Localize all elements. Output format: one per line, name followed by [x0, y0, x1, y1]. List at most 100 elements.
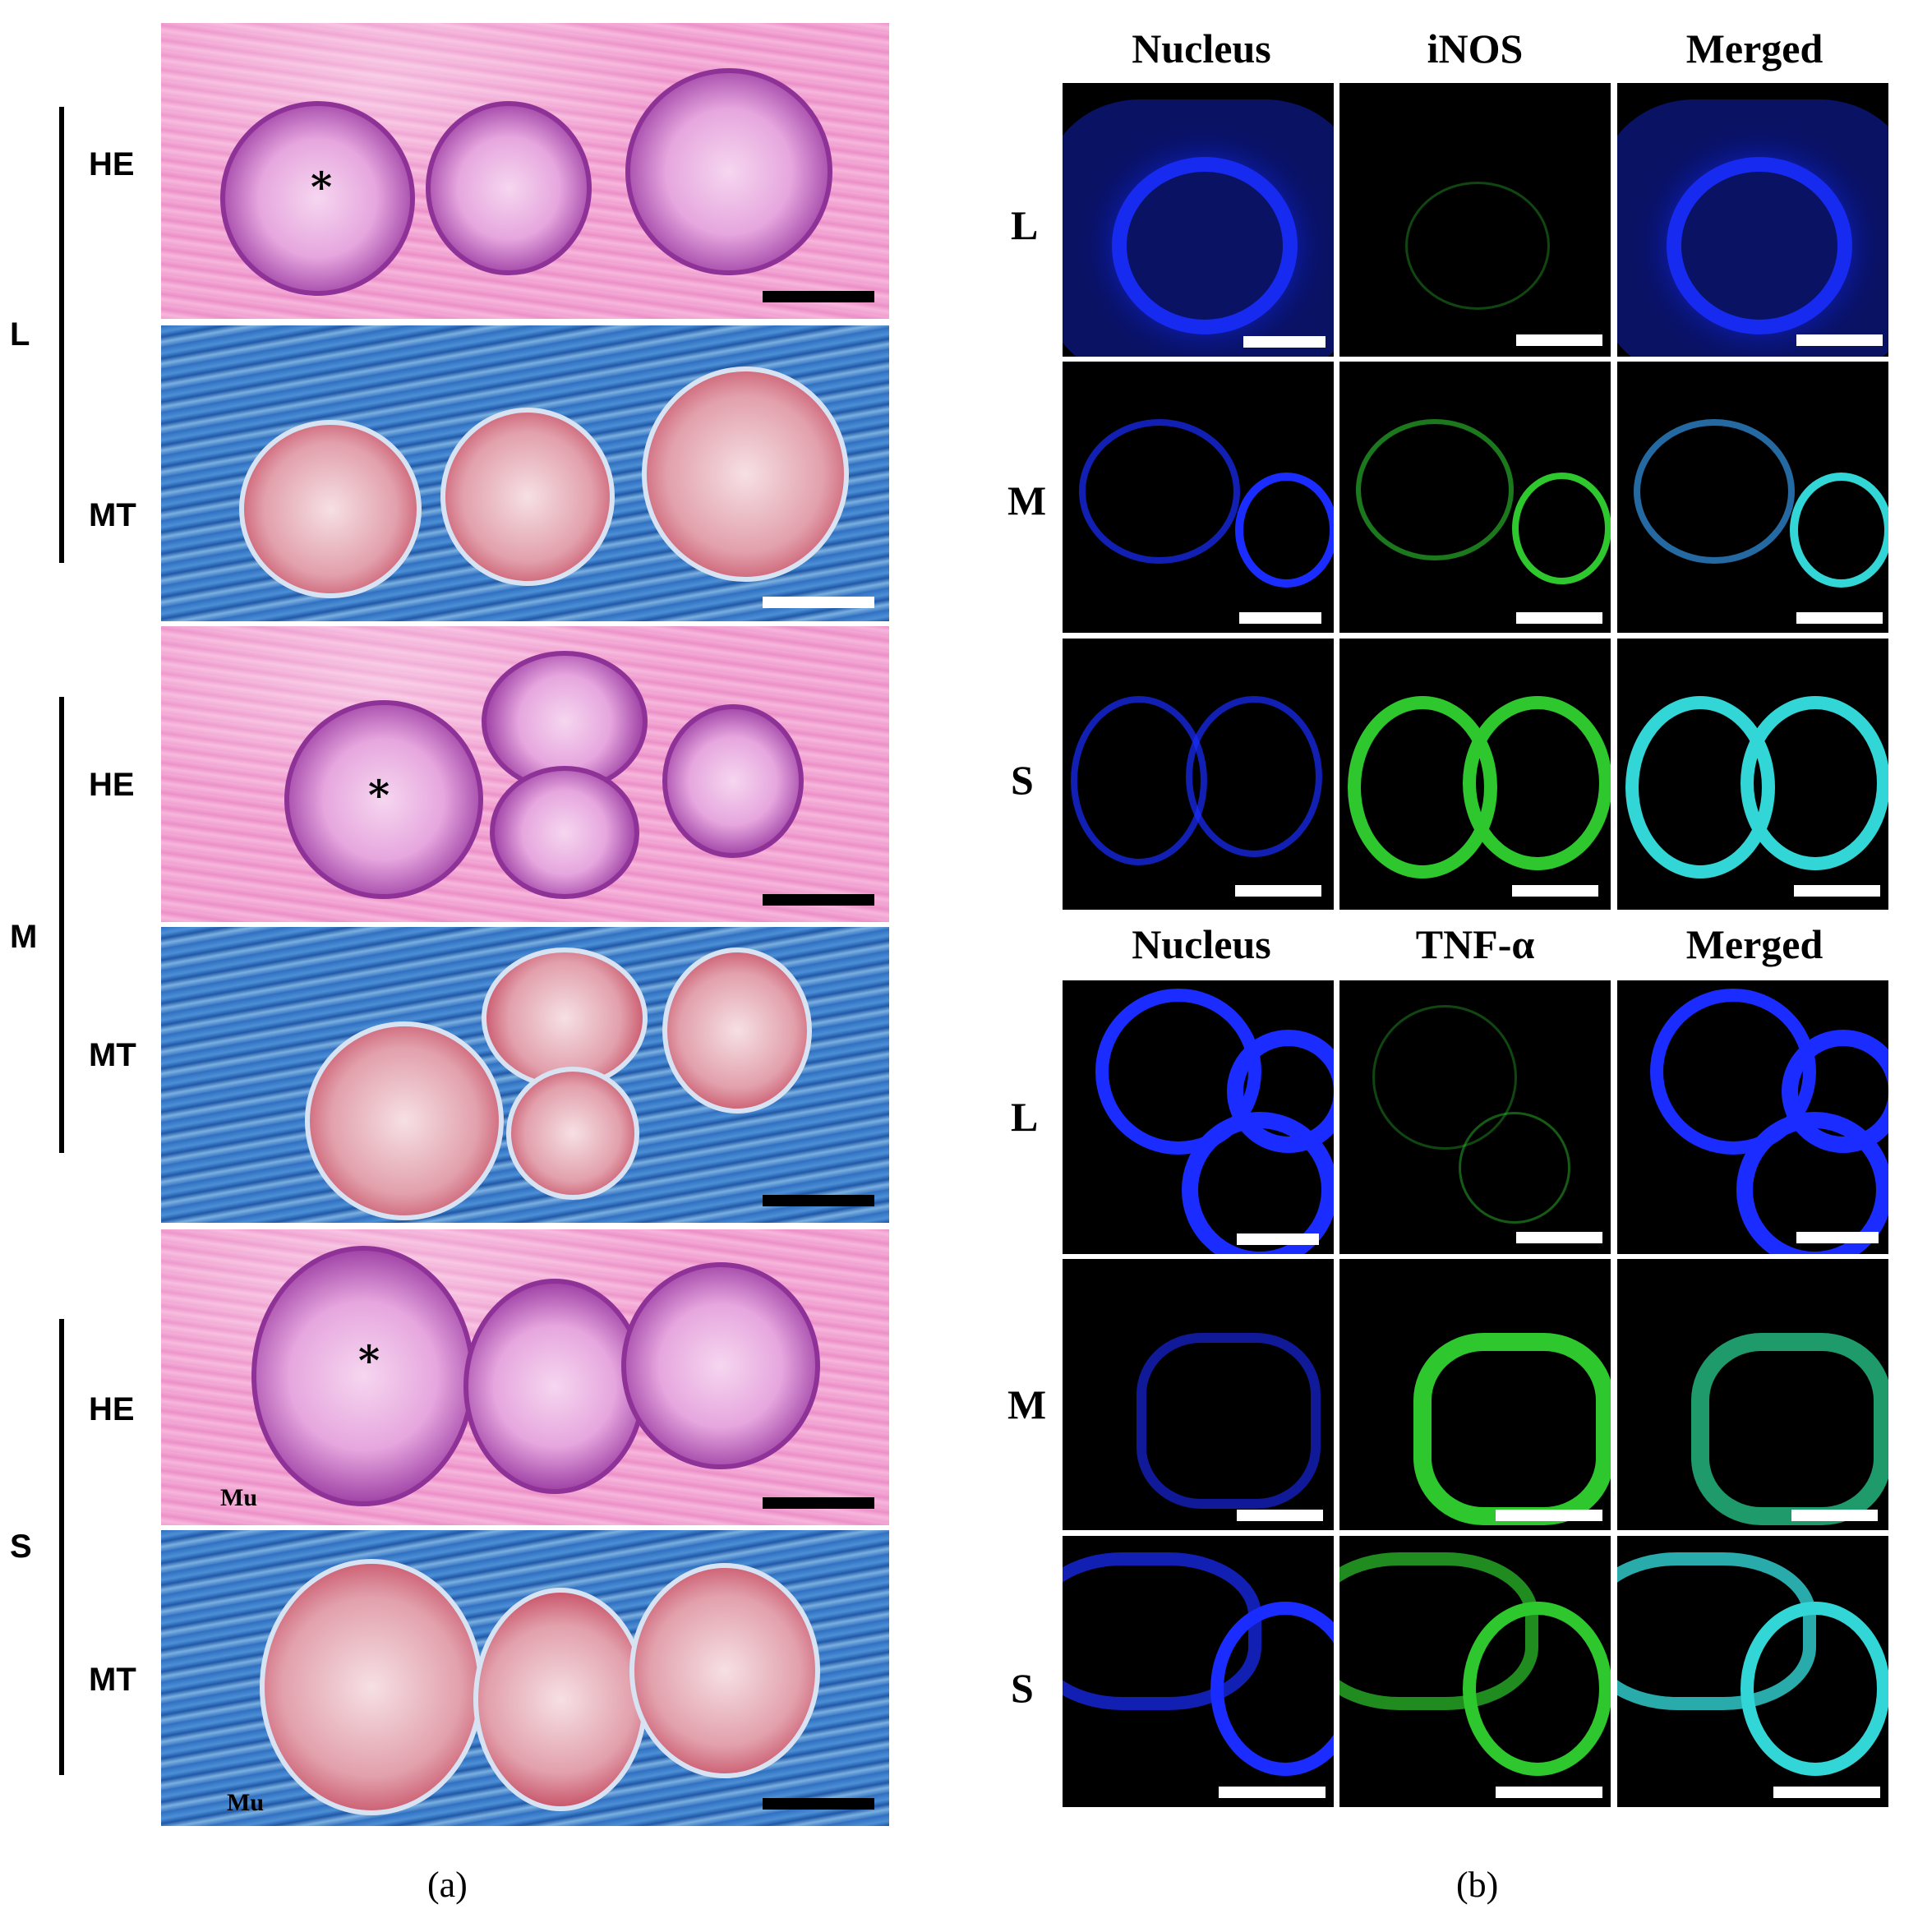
scale-bar [763, 894, 874, 906]
nodule [506, 1067, 639, 1200]
nodule [239, 420, 422, 598]
scale-bar [1796, 1232, 1879, 1243]
nodule [662, 948, 812, 1114]
column-header-nucleus: Nucleus [1132, 25, 1271, 71]
tissue-ring [1356, 419, 1514, 560]
tissue-ring [1740, 696, 1888, 870]
tissue-ring [1634, 419, 1795, 564]
nodule [473, 1588, 648, 1811]
nodule [625, 68, 832, 275]
fluorescence-l-merged-2 [1617, 980, 1888, 1254]
nodule [220, 101, 415, 296]
group-label-l: L [10, 316, 30, 353]
fluorescence-s-merged-2 [1617, 1536, 1888, 1807]
scale-bar [1496, 1787, 1602, 1798]
histology-l-mt [161, 325, 889, 621]
fluorescence-s-merged [1617, 639, 1888, 910]
group-bar-l [59, 107, 64, 563]
row-header-m: M [1007, 477, 1047, 523]
scale-bar [1794, 885, 1880, 897]
fluorescence-m-nucleus-2 [1063, 1259, 1334, 1530]
group-label-s: S [10, 1529, 32, 1565]
group-bar-s [59, 1319, 64, 1775]
tissue-ring [1463, 696, 1611, 870]
muscle-label: Mu [227, 1789, 264, 1816]
tissue-region [1617, 1552, 1816, 1710]
scale-bar [763, 291, 874, 302]
histology-l-he: * [161, 23, 889, 319]
asterisk-marker: * [358, 1336, 380, 1385]
tissue-ring [1235, 473, 1334, 588]
group-label-m: M [10, 919, 38, 955]
column-header-inos: iNOS [1427, 25, 1524, 71]
tissue-ring [1459, 1112, 1570, 1224]
tissue-region [1617, 99, 1888, 357]
row-label-l-he: HE [89, 146, 135, 182]
histology-s-he: * Mu [161, 1229, 889, 1525]
nodule [482, 948, 648, 1089]
fluorescence-m-inos [1339, 362, 1611, 633]
tissue-region [1063, 99, 1334, 357]
row-label-l-mt: MT [89, 497, 136, 533]
nodule [621, 1262, 820, 1469]
scale-bar [1791, 1510, 1878, 1521]
tissue-ring [1691, 1333, 1888, 1525]
fluorescence-m-merged-2 [1617, 1259, 1888, 1530]
nodule [440, 408, 615, 586]
scale-bar [1237, 1233, 1319, 1245]
tissue-ring [1790, 473, 1888, 588]
tissue-ring [1186, 696, 1322, 857]
scale-bar [1219, 1787, 1326, 1798]
nodule [284, 700, 483, 899]
tissue-ring [1405, 182, 1550, 310]
tissue-region [1063, 1552, 1261, 1710]
scale-bar [1512, 885, 1598, 897]
tissue-ring [1413, 1333, 1611, 1525]
row-header-s-2: S [1011, 1665, 1034, 1711]
scale-bar [1773, 1787, 1880, 1798]
scale-bar [1796, 334, 1883, 346]
fluorescence-l-merged [1617, 83, 1888, 357]
caption-a: (a) [427, 1865, 468, 1905]
fluorescence-m-nucleus [1063, 362, 1334, 633]
nodule [426, 101, 592, 275]
row-label-m-he: HE [89, 767, 135, 803]
fluorescence-l-nucleus [1063, 83, 1334, 357]
scale-bar [1235, 885, 1321, 897]
row-header-l: L [1011, 202, 1039, 248]
scale-bar [763, 1798, 874, 1810]
scale-bar [1243, 336, 1326, 348]
fluorescence-l-inos [1339, 83, 1611, 357]
scale-bar [1239, 612, 1321, 624]
fluorescence-s-nucleus-2 [1063, 1536, 1334, 1807]
tissue-ring [1137, 1333, 1321, 1509]
histology-s-mt: Mu [161, 1530, 889, 1826]
muscle-label: Mu [220, 1484, 257, 1511]
fluorescence-s-inos [1339, 639, 1611, 910]
scale-bar [763, 1195, 874, 1206]
nodule [463, 1279, 646, 1494]
scale-bar [1796, 612, 1883, 624]
scale-bar [763, 1497, 874, 1509]
fluorescence-l-tnf [1339, 980, 1611, 1254]
fluorescence-l-nucleus-2 [1063, 980, 1334, 1254]
scale-bar [763, 597, 874, 608]
column-header-merged-2: Merged [1685, 921, 1823, 967]
nodule [490, 766, 639, 899]
nodule [629, 1563, 820, 1778]
fluorescence-m-tnf [1339, 1259, 1611, 1530]
row-header-s: S [1011, 757, 1034, 803]
tissue-ring [1372, 1005, 1517, 1150]
column-header-nucleus-2: Nucleus [1132, 921, 1271, 967]
scale-bar [1237, 1510, 1323, 1521]
caption-b: (b) [1456, 1865, 1499, 1905]
scale-bar [1516, 334, 1602, 346]
scale-bar [1516, 612, 1602, 624]
nodule [305, 1021, 504, 1220]
row-header-m-2: M [1007, 1381, 1047, 1427]
histology-m-he: * [161, 626, 889, 922]
row-label-s-he: HE [89, 1391, 135, 1427]
column-header-tnf: TNF-α [1415, 921, 1535, 967]
group-bar-m [59, 697, 64, 1153]
fluorescence-s-nucleus [1063, 639, 1334, 910]
